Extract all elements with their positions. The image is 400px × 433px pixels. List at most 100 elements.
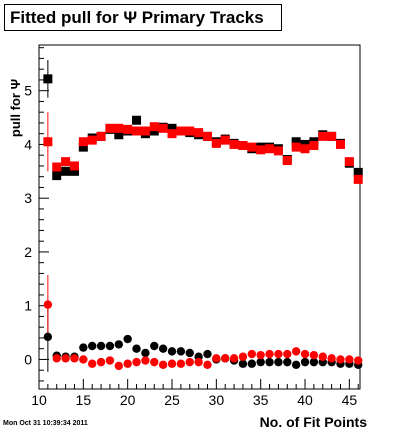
data-point-square <box>123 124 133 134</box>
data-point-square <box>247 142 257 152</box>
data-point-circle <box>229 354 239 363</box>
data-point-circle <box>318 352 327 361</box>
x-tick-label: 40 <box>297 392 313 408</box>
data-point-circle <box>300 349 310 359</box>
data-point-circle <box>265 349 274 359</box>
data-point-circle <box>132 344 141 353</box>
data-point-circle <box>167 347 177 356</box>
x-tick-label: 45 <box>342 392 358 408</box>
y-tick-label: 1 <box>24 298 32 314</box>
data-point-square <box>344 157 354 167</box>
data-point-circle <box>291 360 301 370</box>
data-point-circle <box>221 354 230 363</box>
data-point-circle <box>247 359 257 368</box>
data-point-circle <box>43 300 53 309</box>
data-point-square <box>229 139 239 149</box>
data-point-square <box>43 74 53 84</box>
data-point-circle <box>79 343 88 352</box>
data-point-circle <box>105 356 115 365</box>
data-point-circle <box>274 357 283 367</box>
data-point-square <box>96 131 106 141</box>
data-point-square <box>61 157 71 167</box>
data-point-square <box>78 142 88 152</box>
y-tick-label: 3 <box>24 190 32 206</box>
data-point-circle <box>123 334 132 344</box>
y-tick-label: 0 <box>24 351 32 367</box>
data-point-circle <box>96 341 106 351</box>
data-point-circle <box>105 341 115 351</box>
data-point-circle <box>274 349 283 359</box>
data-point-square <box>132 115 142 125</box>
data-point-circle <box>283 357 292 367</box>
data-point-circle <box>256 357 265 367</box>
data-point-square <box>327 131 337 141</box>
data-point-circle <box>354 356 363 365</box>
data-point-square <box>167 129 177 139</box>
y-tick-label: 2 <box>24 244 32 260</box>
data-point-circle <box>123 359 132 368</box>
data-point-square <box>185 126 195 136</box>
data-point-circle <box>70 354 79 363</box>
data-point-square <box>69 161 79 171</box>
data-point-circle <box>43 332 53 342</box>
data-point-square <box>309 141 319 151</box>
data-point-circle <box>291 347 301 356</box>
data-point-square <box>132 126 142 136</box>
data-point-square <box>78 137 88 147</box>
data-point-square <box>158 123 168 133</box>
data-point-square <box>69 166 79 176</box>
data-point-circle <box>141 356 150 365</box>
data-point-circle <box>265 357 274 367</box>
data-point-square <box>256 145 266 155</box>
data-point-circle <box>185 357 194 367</box>
plot-frame <box>38 44 361 390</box>
data-point-circle <box>176 347 186 356</box>
data-point-circle <box>247 349 257 359</box>
data-point-square <box>149 122 159 132</box>
data-point-circle <box>203 360 212 370</box>
data-point-circle <box>185 348 194 358</box>
data-point-circle <box>132 357 141 367</box>
data-point-square <box>114 130 124 140</box>
data-point-circle <box>300 357 310 367</box>
chart-title: Fitted pull for Ψ Primary Tracks <box>4 4 282 31</box>
data-point-square <box>265 144 275 154</box>
data-point-circle <box>88 341 97 351</box>
data-point-circle <box>158 360 168 370</box>
data-marks <box>43 74 363 371</box>
data-point-square <box>176 126 186 136</box>
data-point-square <box>211 138 221 148</box>
data-point-square <box>353 167 363 177</box>
data-point-circle <box>345 355 354 364</box>
x-tick-label: 10 <box>31 392 47 408</box>
data-point-square <box>61 166 71 176</box>
data-point-circle <box>194 357 203 367</box>
data-point-circle <box>79 355 88 364</box>
data-point-square <box>353 174 363 184</box>
data-point-square <box>114 123 124 133</box>
data-point-circle <box>114 361 124 371</box>
data-point-circle <box>52 354 61 363</box>
data-point-circle <box>336 355 345 364</box>
x-tick-label: 20 <box>120 392 136 408</box>
data-point-square <box>300 144 310 154</box>
data-point-square <box>291 142 301 152</box>
data-point-circle <box>203 349 212 359</box>
data-point-square <box>52 162 62 172</box>
x-tick-label: 15 <box>76 392 92 408</box>
axis-ticks <box>38 47 359 389</box>
data-point-square <box>318 131 328 141</box>
data-point-square <box>273 146 283 156</box>
data-point-square <box>202 131 212 141</box>
x-tick-label: 30 <box>209 392 225 408</box>
x-tick-label: 35 <box>253 392 269 408</box>
data-point-circle <box>150 357 159 367</box>
data-point-circle <box>150 341 159 351</box>
data-point-square <box>282 156 292 166</box>
data-point-circle <box>167 359 177 368</box>
data-point-square <box>52 171 62 181</box>
data-point-square <box>238 141 248 151</box>
data-point-circle <box>212 354 221 363</box>
data-point-square <box>105 123 115 133</box>
